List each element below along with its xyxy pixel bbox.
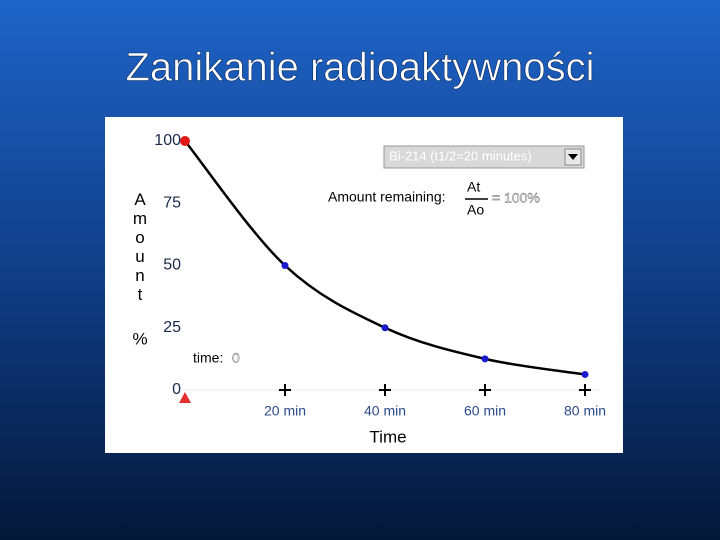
y-tick-label: 100 — [154, 132, 181, 149]
x-tick-label: 20 min — [264, 403, 306, 419]
x-tick-label: 60 min — [464, 403, 506, 419]
time-label: time: — [193, 350, 223, 366]
data-point — [180, 136, 190, 146]
data-point — [381, 324, 389, 332]
slide-title: Zanikanie radioaktywności — [125, 46, 594, 90]
y-tick-label: 50 — [163, 257, 181, 274]
y-tick-label: 0 — [172, 381, 181, 398]
dropdown-arrow — [568, 154, 578, 160]
ratio-value: = 100% — [492, 190, 540, 206]
x-tick-label: 80 min — [564, 403, 606, 419]
x-axis-label: Time — [369, 427, 406, 446]
y-tick-label: 25 — [163, 319, 181, 336]
time-slider[interactable] — [179, 392, 191, 403]
amount-label: Amount remaining: — [328, 189, 446, 205]
y-tick-label: 75 — [163, 194, 181, 211]
fraction-numerator: At — [467, 179, 480, 195]
data-point — [281, 262, 289, 269]
data-point — [481, 355, 489, 363]
fraction-denominator: Ao — [467, 202, 484, 218]
time-value: 0 — [232, 350, 240, 366]
isotope-dropdown[interactable] — [383, 145, 585, 169]
y-axis-label: Amount — [131, 190, 150, 304]
data-point — [581, 370, 589, 378]
isotope-label: Bi-214 (t1/2=20 minutes) — [389, 148, 532, 163]
y-unit: % — [132, 329, 147, 348]
chart-panel — [105, 117, 623, 453]
x-tick-label: 40 min — [364, 403, 406, 419]
